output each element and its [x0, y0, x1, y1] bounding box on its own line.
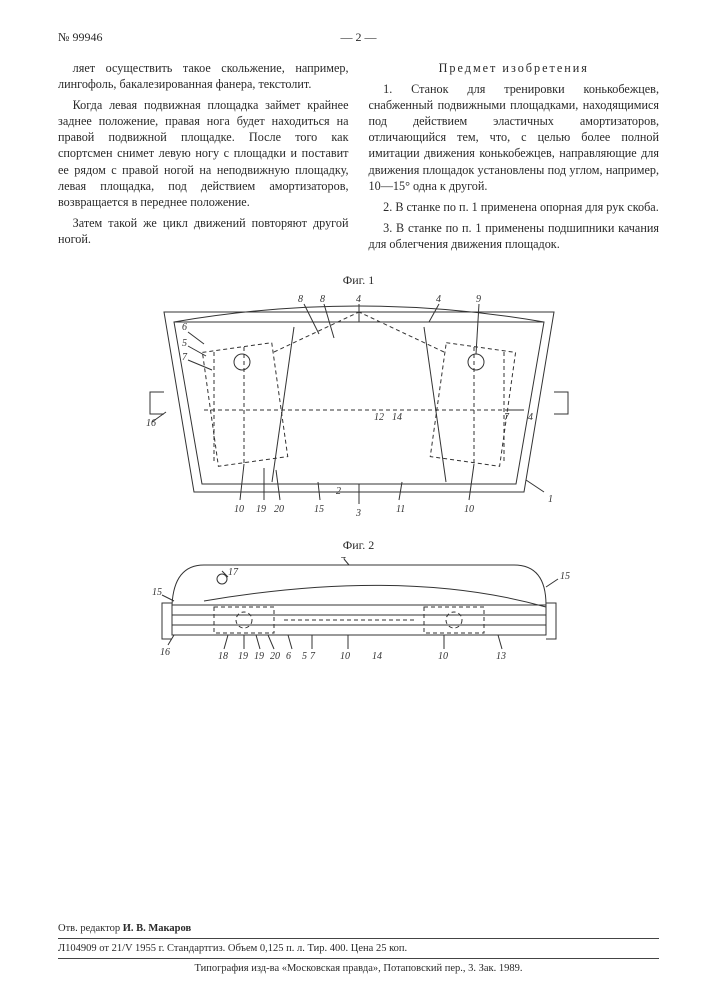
svg-text:19: 19 — [256, 504, 266, 515]
svg-text:5: 5 — [182, 338, 187, 349]
footer-rule — [58, 958, 659, 959]
svg-text:11: 11 — [396, 504, 405, 515]
footer-rule — [58, 938, 659, 939]
svg-text:16: 16 — [160, 647, 170, 658]
svg-text:10: 10 — [234, 504, 244, 515]
svg-text:10: 10 — [438, 651, 448, 662]
body-text: ляет осуществить такое скольжение, напри… — [58, 60, 659, 257]
svg-text:4: 4 — [528, 412, 533, 423]
svg-text:19: 19 — [238, 651, 248, 662]
paragraph: Когда левая подвижная площадка займет кр… — [58, 97, 349, 210]
footer: Отв. редактор И. В. Макаров Л104909 от 2… — [58, 923, 659, 974]
footer-press: Типография изд-ва «Московская правда», П… — [58, 963, 659, 974]
svg-text:6: 6 — [182, 322, 187, 333]
editor-label: Отв. редактор — [58, 923, 120, 934]
svg-text:18: 18 — [218, 651, 228, 662]
svg-text:16: 16 — [146, 418, 156, 429]
svg-text:8: 8 — [320, 294, 325, 305]
svg-text:19: 19 — [254, 651, 264, 662]
svg-text:6: 6 — [286, 651, 291, 662]
svg-text:4: 4 — [436, 294, 441, 305]
svg-text:20: 20 — [270, 651, 280, 662]
svg-text:13: 13 — [496, 651, 506, 662]
figure-2-label: Фиг. 2 — [58, 538, 659, 553]
claim: 2. В станке по п. 1 применена опорная дл… — [369, 199, 660, 215]
svg-text:9: 9 — [476, 294, 481, 305]
figure-1: Фиг. 1 — [58, 273, 659, 522]
svg-text:5: 5 — [302, 651, 307, 662]
svg-text:14: 14 — [392, 412, 402, 423]
svg-text:3: 3 — [355, 508, 361, 519]
svg-text:17: 17 — [228, 567, 239, 578]
right-column: Предмет изобретения 1. Станок для тренир… — [369, 60, 660, 257]
svg-text:15: 15 — [314, 504, 324, 515]
figure-2: Фиг. 2 — [58, 538, 659, 667]
doc-number: № 99946 — [58, 30, 102, 45]
svg-text:7: 7 — [182, 352, 188, 363]
page-number: — 2 — — [341, 30, 377, 45]
svg-text:10: 10 — [464, 504, 474, 515]
svg-text:2: 2 — [336, 486, 341, 497]
editor-name: И. В. Макаров — [123, 923, 191, 934]
svg-text:12: 12 — [374, 412, 384, 423]
footer-meta: Л104909 от 21/V 1955 г. Стандартгиз. Объ… — [58, 943, 659, 954]
svg-text:8: 8 — [298, 294, 303, 305]
svg-text:4: 4 — [341, 557, 346, 562]
paragraph: Затем такой же цикл движений повторяют д… — [58, 215, 349, 247]
svg-text:7: 7 — [504, 412, 510, 423]
figure-1-svg: 4 8 8 4 9 6 5 7 16 10 19 20 15 3 11 12 1… — [144, 292, 574, 522]
svg-text:4: 4 — [356, 294, 361, 305]
svg-text:14: 14 — [372, 651, 382, 662]
svg-text:20: 20 — [274, 504, 284, 515]
figure-1-label: Фиг. 1 — [58, 273, 659, 288]
claim: 1. Станок для тренировки конькобежцев, с… — [369, 81, 660, 194]
claim: 3. В станке по п. 1 применены подшипники… — [369, 220, 660, 252]
claims-title: Предмет изобретения — [369, 60, 660, 76]
svg-text:7: 7 — [310, 651, 316, 662]
figure-2-svg: 4 15 15 17 16 18 19 19 20 6 5 7 10 14 10… — [144, 557, 574, 667]
svg-text:15: 15 — [560, 571, 570, 582]
svg-text:10: 10 — [340, 651, 350, 662]
paragraph: ляет осуществить такое скольжение, напри… — [58, 60, 349, 92]
svg-text:1: 1 — [548, 494, 553, 505]
svg-text:15: 15 — [152, 587, 162, 598]
left-column: ляет осуществить такое скольжение, напри… — [58, 60, 349, 257]
